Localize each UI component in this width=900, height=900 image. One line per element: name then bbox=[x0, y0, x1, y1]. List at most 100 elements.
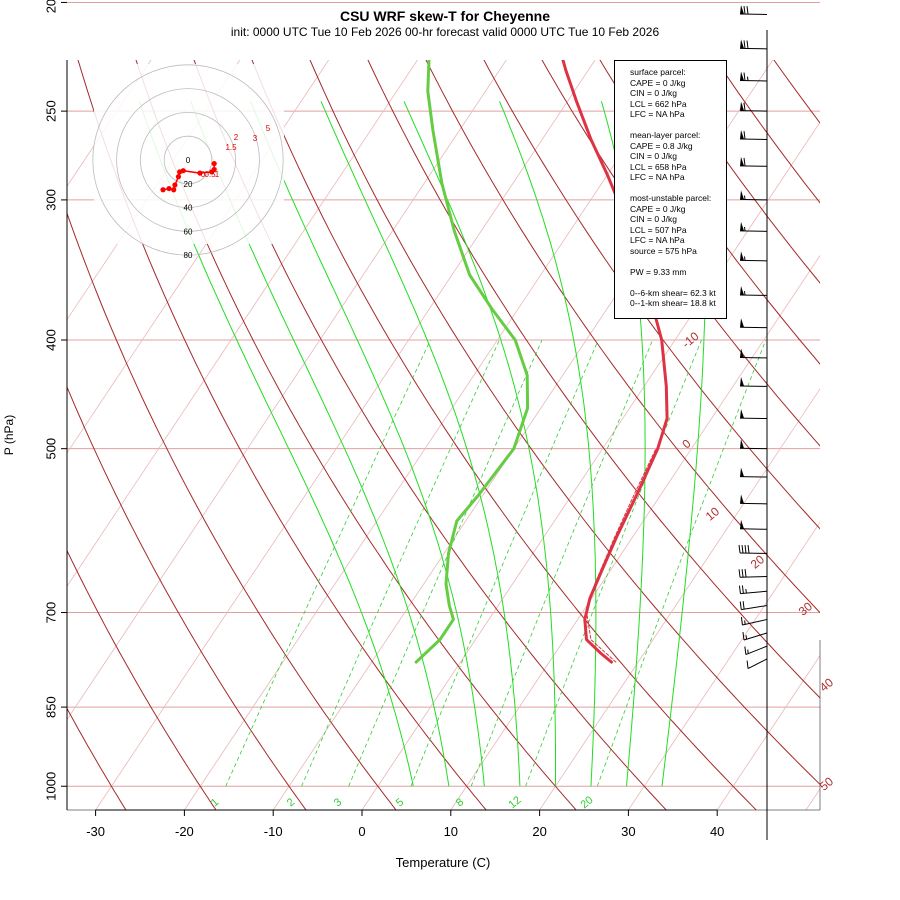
temperature-profile-line bbox=[561, 60, 669, 664]
wind-barb-flag bbox=[742, 601, 745, 610]
profile-series bbox=[414, 60, 669, 664]
x-tick-label: -10 bbox=[264, 824, 283, 839]
hodograph-height-label: 1.5 bbox=[225, 143, 237, 152]
hodograph-point bbox=[211, 160, 217, 167]
hodograph-point bbox=[160, 187, 166, 193]
wind-barb-flag bbox=[742, 631, 745, 641]
wind-barb bbox=[740, 156, 768, 167]
dry-adiabat-line bbox=[67, 211, 397, 810]
wind-barb-pennant bbox=[740, 409, 745, 419]
wind-barb-pennant bbox=[740, 348, 745, 358]
hodograph-ring bbox=[139, 112, 236, 208]
wind-barb-flag bbox=[738, 544, 741, 554]
hodograph-ring bbox=[163, 135, 213, 185]
wind-barb bbox=[746, 658, 768, 670]
isotherm-label: 10 bbox=[703, 504, 722, 524]
x-tick-label: 30 bbox=[621, 824, 635, 839]
y-tick-label: 300 bbox=[43, 189, 58, 211]
wind-barb-half-flag bbox=[745, 635, 748, 640]
wind-barb-flag bbox=[743, 72, 746, 81]
moist-adiabat-line bbox=[190, 101, 450, 787]
wind-barb-pennant bbox=[740, 519, 745, 529]
info-line: LFC = NA hPa bbox=[630, 109, 685, 119]
wind-barb-staff bbox=[743, 632, 768, 641]
moist-adiabat-line bbox=[138, 101, 414, 787]
info-line: LCL = 658 hPa bbox=[630, 161, 687, 172]
hodograph-point bbox=[175, 174, 182, 180]
info-line: 0--1-km shear= 18.8 kt bbox=[630, 298, 716, 308]
wind-barb-pennant bbox=[740, 467, 745, 477]
y-tick-label: 200 bbox=[43, 0, 58, 13]
wind-barb bbox=[740, 348, 768, 359]
wind-barb-pennant bbox=[740, 4, 745, 15]
wind-barb-half-flag bbox=[747, 649, 749, 654]
wind-barb-staff bbox=[747, 658, 768, 670]
wind-barb bbox=[740, 519, 768, 530]
dry-adiabat-line bbox=[309, 60, 820, 786]
mixing-ratio-line bbox=[597, 339, 767, 787]
wind-barb-flag bbox=[741, 569, 744, 578]
wind-barb-flag bbox=[744, 569, 747, 578]
isotherm-label: 50 bbox=[817, 774, 836, 794]
wind-barb-flag bbox=[743, 131, 746, 140]
isotherm-line bbox=[184, 60, 685, 810]
mixing-ratio-label: 2 bbox=[285, 796, 297, 809]
hodograph-ring-label: 80 bbox=[184, 251, 193, 260]
info-line: mean-layer parcel: bbox=[630, 130, 701, 140]
wind-barb-staff bbox=[742, 618, 768, 626]
info-line: LCL = 662 hPa bbox=[630, 98, 687, 109]
wind-barb-flag bbox=[746, 40, 749, 49]
most-unstable-parcel-block: most-unstable parcel: CAPE = 0 J/kg CIN … bbox=[630, 193, 726, 256]
hodograph-height-label: 1 bbox=[215, 170, 220, 179]
dry-adiabat-line bbox=[67, 707, 127, 810]
isotherm-line bbox=[361, 121, 820, 810]
dry-adiabat-line bbox=[541, 60, 820, 447]
mixing-ratio-label: 5 bbox=[394, 796, 406, 809]
wind-barb-pennant bbox=[740, 376, 745, 387]
hodograph-point bbox=[166, 185, 172, 192]
wind-barb-flag bbox=[739, 601, 742, 610]
wind-barb-pennant bbox=[740, 439, 745, 449]
x-tick-label: -20 bbox=[175, 824, 194, 839]
wind-barb bbox=[740, 71, 768, 82]
hodograph-ring-label: 20 bbox=[184, 180, 193, 189]
parcel-info-box: surface parcel: CAPE = 0 J/kg CIN = 0 J/… bbox=[614, 60, 727, 319]
chart-title: CSU WRF skew-T for Cheyenne bbox=[339, 8, 551, 24]
info-line: source = 575 hPa bbox=[630, 245, 697, 256]
dry-adiabat-line bbox=[425, 60, 820, 614]
wind-barb-pennant bbox=[740, 221, 745, 231]
wind-barb-flag bbox=[743, 6, 746, 15]
wind-barb bbox=[740, 318, 768, 329]
hodograph-height-label: 2 bbox=[234, 133, 239, 142]
hodograph-point bbox=[171, 187, 177, 193]
isotherm-line bbox=[450, 254, 820, 810]
wind-barb bbox=[738, 544, 768, 554]
hodograph-ring-label: 60 bbox=[184, 227, 193, 236]
hodograph-height-label: 0 bbox=[201, 170, 206, 179]
isotherm-label: 30 bbox=[796, 599, 815, 619]
isotherm-line bbox=[95, 60, 596, 810]
dry-adiabat-line bbox=[829, 0, 900, 810]
info-line: CIN = 0 J/kg bbox=[630, 214, 678, 224]
wind-barb-flag bbox=[740, 616, 743, 626]
wind-barb-flag bbox=[744, 646, 747, 655]
isotherm-line bbox=[895, 0, 900, 810]
hodograph-ring-label: 0 bbox=[186, 156, 191, 165]
x-tick-label: 40 bbox=[710, 824, 724, 839]
wind-barb bbox=[738, 569, 768, 578]
info-line: CAPE = 0.8 J/kg bbox=[630, 140, 693, 151]
wind-barb-pennant bbox=[740, 251, 745, 261]
wind-barb bbox=[740, 251, 768, 262]
hodograph-point bbox=[197, 170, 203, 176]
wind-barb-pennant bbox=[740, 494, 745, 504]
wind-barb-column bbox=[738, 4, 768, 840]
info-line: most-unstable parcel: bbox=[630, 193, 712, 203]
wind-barb-half-flag bbox=[744, 290, 746, 296]
wind-barb bbox=[740, 467, 768, 478]
wind-barb-pennant bbox=[740, 285, 745, 296]
wind-barb bbox=[740, 4, 768, 15]
info-line: LCL = 507 hPa bbox=[630, 224, 687, 235]
hodograph-backdrop bbox=[94, 64, 284, 244]
wind-barb-staff bbox=[740, 575, 768, 578]
